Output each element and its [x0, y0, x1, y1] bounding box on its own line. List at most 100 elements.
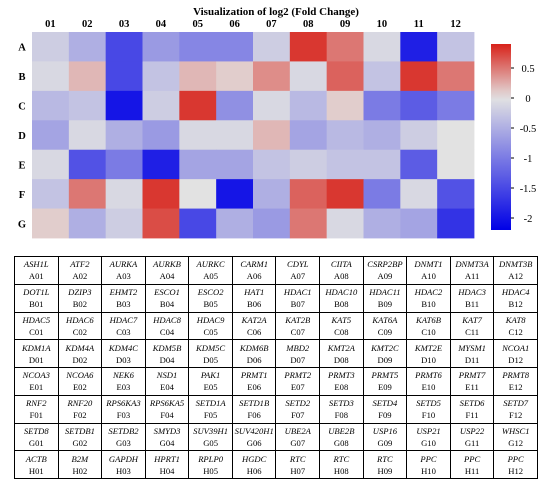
heatmap-cell — [142, 120, 180, 151]
heatmap-cell — [437, 32, 475, 62]
heatmap-cell — [32, 32, 70, 62]
well-id: C02 — [72, 326, 88, 337]
gene-symbol: KDM4C — [108, 342, 139, 353]
well-id: C10 — [421, 326, 436, 337]
gene-symbol: CSRP2BP — [367, 259, 403, 270]
well-id: H02 — [72, 465, 88, 476]
gene-symbol: HDAC8 — [153, 314, 181, 325]
table-cell: SETD2 F07 — [275, 394, 321, 424]
well-id: G05 — [203, 437, 218, 448]
heatmap-cell — [253, 208, 291, 239]
gene-symbol: UBE2A — [284, 425, 311, 436]
well-id: C04 — [159, 326, 175, 337]
gene-symbol: PRMT7 — [458, 370, 486, 381]
column-label: 01 — [45, 19, 56, 30]
table-cell: HPRT1 H04 — [144, 450, 190, 479]
column-label: 07 — [266, 19, 277, 30]
gene-symbol: ESCO2 — [197, 287, 224, 298]
well-id: A12 — [508, 271, 524, 282]
table-cell: PRMT2 E07 — [275, 367, 321, 396]
colorbar-ticks: 0.5 0 -0.5 -1 -1.5 -2 — [511, 64, 536, 225]
column-label: 05 — [193, 19, 204, 30]
well-id: G01 — [28, 437, 44, 448]
table-cell: RNF2 F01 — [14, 394, 59, 424]
heatmap-cell — [400, 120, 438, 151]
heatmap-cell — [142, 61, 180, 92]
well-id: H10 — [421, 465, 436, 476]
table-cell: DOT1L B01 — [14, 283, 59, 313]
well-id: A04 — [159, 271, 175, 282]
table-cell: CSRP2BP A09 — [362, 256, 408, 285]
table-cell: CIITA A08 — [319, 256, 364, 285]
colorbar-tick-label: 0.5 — [521, 64, 534, 75]
well-id: B10 — [421, 299, 436, 310]
heatmap-cell — [216, 120, 254, 151]
heatmap-cell — [289, 179, 328, 209]
well-id: C07 — [290, 326, 305, 337]
table-cell: WHSC1 G12 — [493, 422, 538, 452]
well-id: C12 — [508, 326, 523, 337]
well-id: E10 — [421, 382, 436, 393]
well-id: C08 — [334, 326, 349, 337]
table-cell: RPS6KA5 F04 — [144, 394, 190, 424]
gene-symbol: KAT7 — [462, 314, 482, 325]
gene-symbol: HDAC10 — [325, 287, 358, 298]
well-id: E02 — [72, 382, 87, 393]
gene-symbol: HDAC6 — [66, 314, 94, 325]
gene-symbol: RNF20 — [67, 398, 93, 409]
gene-symbol: KDM5B — [152, 342, 182, 353]
gene-symbol: SETD1A — [195, 398, 226, 409]
gene-symbol: HDAC9 — [196, 314, 225, 325]
heatmap-cell — [32, 61, 70, 92]
gene-symbol: DZIP3 — [68, 287, 92, 298]
table-cell: KAT8 C12 — [493, 311, 538, 341]
table-cell: KMT2C D09 — [362, 339, 408, 368]
gene-symbol: KAT6A — [372, 314, 398, 325]
heatmap-cell — [326, 208, 364, 239]
table-cell: SETD1B F06 — [231, 394, 277, 424]
heatmap-cell — [253, 149, 291, 180]
table-cell: PPC H12 — [493, 450, 538, 479]
gene-symbol: HDAC2 — [414, 287, 443, 298]
table-cell: NEK6 E03 — [101, 367, 146, 396]
table-row: KDM1A D01 KDM4A D02 KDM4C D03 KDM5B D04 KDM5C D05… — [14, 339, 538, 368]
colorbar — [491, 44, 511, 230]
well-id: A03 — [116, 271, 131, 282]
table-cell: RPS6KA3 F03 — [101, 394, 146, 424]
heatmap-cell — [289, 90, 328, 121]
table-cell: SETD8 G01 — [14, 422, 59, 452]
heatmap-cell — [253, 120, 291, 151]
gene-symbol: SUV39H1 — [193, 425, 229, 436]
table-cell: PRMT1 E06 — [231, 367, 277, 396]
well-id: E06 — [247, 382, 262, 393]
well-id: F04 — [160, 410, 174, 421]
gene-symbol: CIITA — [330, 259, 352, 270]
heatmap-cell — [253, 32, 291, 62]
gene-symbol: USP21 — [416, 425, 441, 436]
gene-symbol: DNMT3A — [455, 259, 489, 270]
table-cell: KDM6B D06 — [231, 339, 277, 368]
well-id: H01 — [28, 465, 44, 476]
heatmap-cells — [32, 32, 475, 239]
table-cell: PRMT7 E11 — [449, 367, 495, 396]
table-cell: HDAC10 B08 — [319, 283, 364, 313]
gene-symbol: RTC — [289, 453, 306, 464]
well-id: B12 — [508, 299, 523, 310]
heatmap-cell — [68, 179, 107, 209]
heatmap-cell — [363, 32, 401, 62]
gene-symbol: EHMT2 — [109, 287, 138, 298]
table-cell: HDAC1 B07 — [275, 283, 321, 313]
well-id: H04 — [159, 465, 175, 476]
chart-title: Visualization of log2 (Fold Change) — [193, 6, 359, 18]
colorbar-tick-label: 0 — [525, 94, 530, 105]
heatmap-cell — [253, 90, 291, 121]
gene-symbol: SETD4 — [372, 398, 398, 409]
heatmap-cell — [326, 120, 364, 151]
heatmap-cell — [437, 61, 475, 92]
gene-symbol: B2M — [71, 453, 89, 464]
gene-symbol: PPC — [420, 453, 437, 464]
well-id: B06 — [247, 299, 262, 310]
gene-symbol: DOT1L — [23, 287, 50, 298]
table-cell: KAT7 C11 — [449, 311, 495, 341]
table-cell: B2M H02 — [57, 450, 103, 479]
